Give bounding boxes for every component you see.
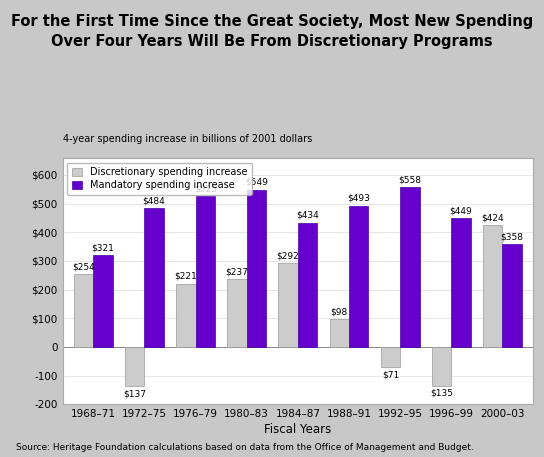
Text: $358: $358 <box>500 233 524 241</box>
Bar <box>330 319 349 347</box>
Text: For the First Time Since the Great Society, Most New Spending
Over Four Years Wi: For the First Time Since the Great Socie… <box>11 14 533 48</box>
Text: $525: $525 <box>194 185 217 193</box>
Bar <box>246 190 266 347</box>
Bar <box>503 244 522 347</box>
Text: $449: $449 <box>450 207 472 215</box>
Text: $424: $424 <box>481 213 504 223</box>
Bar <box>176 284 195 347</box>
Bar <box>432 347 452 386</box>
Text: $549: $549 <box>245 178 268 186</box>
Bar <box>452 218 471 347</box>
Text: 4-year spending increase in billions of 2001 dollars: 4-year spending increase in billions of … <box>63 134 312 144</box>
Text: $321: $321 <box>91 243 114 252</box>
Legend: Discretionary spending increase, Mandatory spending increase: Discretionary spending increase, Mandato… <box>67 163 252 195</box>
Text: $137: $137 <box>123 389 146 398</box>
Text: Source: Heritage Foundation calculations based on data from the Office of Manage: Source: Heritage Foundation calculations… <box>16 443 474 452</box>
Text: $292: $292 <box>277 251 300 260</box>
Text: $254: $254 <box>72 262 95 271</box>
Bar <box>74 274 93 347</box>
Bar <box>144 208 164 347</box>
Bar <box>195 197 215 347</box>
Bar <box>349 206 368 347</box>
Text: $221: $221 <box>175 272 197 281</box>
Text: $98: $98 <box>331 307 348 316</box>
Text: $237: $237 <box>226 267 249 276</box>
Bar <box>227 279 246 347</box>
Text: $484: $484 <box>143 197 165 205</box>
Bar <box>400 187 419 347</box>
Text: $558: $558 <box>398 175 422 184</box>
Text: $493: $493 <box>347 194 370 203</box>
Bar <box>298 223 317 347</box>
Text: $71: $71 <box>382 370 399 379</box>
Bar <box>93 255 113 347</box>
Text: $434: $434 <box>296 211 319 220</box>
Bar <box>483 225 503 347</box>
Bar <box>125 347 144 386</box>
Bar <box>279 263 298 347</box>
Bar <box>381 347 400 367</box>
Text: $135: $135 <box>430 388 453 398</box>
X-axis label: Fiscal Years: Fiscal Years <box>264 424 331 436</box>
